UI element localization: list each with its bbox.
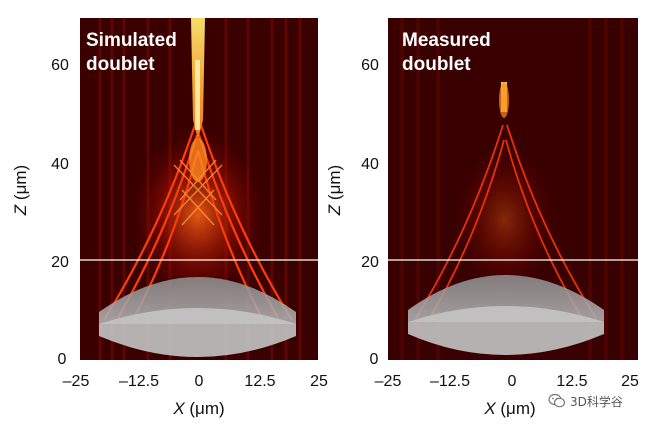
y-tick-label: 60 bbox=[361, 57, 379, 74]
x-tick-label: 12.5 bbox=[556, 373, 587, 390]
wechat-icon bbox=[548, 393, 566, 408]
x-tick-label: –12.5 bbox=[430, 373, 470, 390]
y-tick-label: 60 bbox=[51, 57, 69, 74]
simulated-title-line2: doublet bbox=[86, 54, 155, 75]
y-tick-label: 40 bbox=[361, 156, 379, 173]
x-tick-label: 25 bbox=[310, 373, 328, 390]
y-tick-label: 40 bbox=[51, 156, 69, 173]
measured-title-line2: doublet bbox=[402, 54, 471, 75]
measured-y-axis-label: Z (μm) bbox=[325, 165, 344, 216]
y-tick-label: 20 bbox=[361, 254, 379, 271]
measured-x-axis-label: X (μm) bbox=[483, 399, 535, 418]
x-tick-label: –25 bbox=[375, 373, 402, 390]
measured-title-line1: Measured bbox=[402, 30, 491, 51]
simulated-x-ticks: –25 –12.5 0 12.5 25 bbox=[63, 373, 328, 390]
simulated-y-ticks: 60 40 20 0 bbox=[51, 57, 69, 368]
measured-panel: Measured doublet 60 40 20 0 Z (μm) –25 –… bbox=[325, 18, 639, 418]
watermark: 3D科学谷 bbox=[548, 392, 640, 410]
y-tick-label: 0 bbox=[370, 351, 379, 368]
x-tick-label: 12.5 bbox=[244, 373, 275, 390]
x-tick-label: –12.5 bbox=[119, 373, 159, 390]
measured-field bbox=[388, 18, 638, 360]
x-tick-label: 0 bbox=[195, 373, 204, 390]
lens-lower-element bbox=[99, 308, 296, 357]
watermark-text: 3D科学谷 bbox=[570, 394, 623, 409]
y-tick-label: 0 bbox=[58, 351, 67, 368]
simulated-title-line1: Simulated bbox=[86, 30, 177, 51]
simulated-field bbox=[80, 18, 318, 360]
x-tick-label: –25 bbox=[63, 373, 90, 390]
measured-x-ticks: –25 –12.5 0 12.5 25 bbox=[375, 373, 639, 390]
lens-lower-element bbox=[408, 306, 604, 355]
simulated-y-axis-label: Z (μm) bbox=[11, 165, 30, 216]
x-tick-label: 25 bbox=[621, 373, 639, 390]
y-tick-label: 20 bbox=[51, 254, 69, 271]
simulated-panel: Simulated doublet 60 40 20 0 Z (μm) –25 … bbox=[11, 18, 328, 418]
measured-y-ticks: 60 40 20 0 bbox=[361, 57, 379, 368]
simulated-x-axis-label: X (μm) bbox=[172, 399, 224, 418]
x-tick-label: 0 bbox=[508, 373, 517, 390]
